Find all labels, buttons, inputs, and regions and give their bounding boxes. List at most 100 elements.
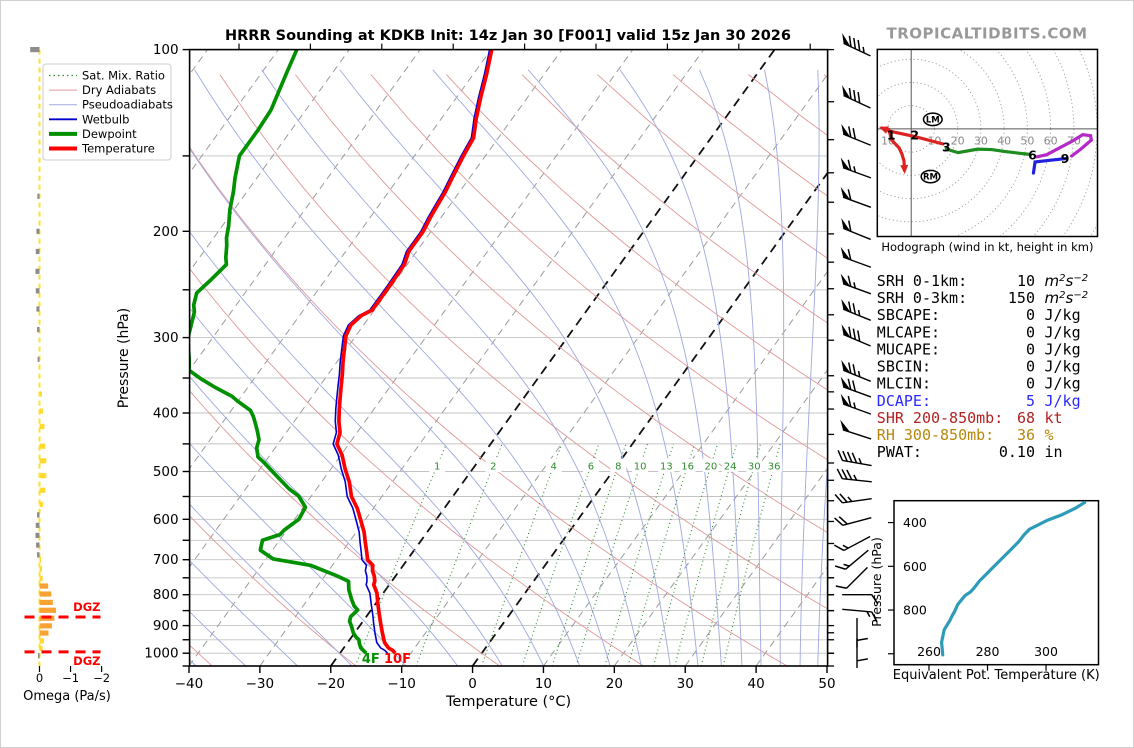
wind-barb-p160 xyxy=(840,157,872,179)
svg-text:0: 0 xyxy=(1026,340,1035,358)
svg-text:−2: −2 xyxy=(93,671,110,685)
wind-barb-p179 xyxy=(840,186,872,208)
svg-text:36: 36 xyxy=(1017,426,1035,444)
wind-barb-p850 xyxy=(842,608,878,622)
svg-text:300: 300 xyxy=(153,330,179,346)
svg-text:400: 400 xyxy=(903,515,927,530)
svg-text:−20: −20 xyxy=(317,676,346,692)
svg-text:J/kg: J/kg xyxy=(1045,306,1081,324)
legend-label-4: Dewpoint xyxy=(82,127,137,141)
profiles xyxy=(189,49,494,655)
svg-text:16: 16 xyxy=(681,462,694,473)
omega-bar xyxy=(39,501,43,508)
omega-bar xyxy=(35,532,40,538)
omega-bar xyxy=(39,473,47,479)
omega-bar xyxy=(37,327,40,333)
hodograph-km-3: 3 xyxy=(942,140,951,155)
svg-text:4: 4 xyxy=(550,462,556,473)
svg-text:40: 40 xyxy=(748,676,765,692)
theta-e-line xyxy=(939,500,1087,657)
omega-bar xyxy=(39,645,43,652)
svg-text:−1: −1 xyxy=(62,671,79,685)
svg-text:150: 150 xyxy=(1008,289,1035,307)
omega-bar xyxy=(39,408,43,414)
svg-text:40: 40 xyxy=(997,134,1011,147)
omega-bar xyxy=(39,566,42,572)
svg-text:800: 800 xyxy=(153,587,179,603)
svg-text:280: 280 xyxy=(976,644,1000,659)
omega-bar xyxy=(37,552,40,558)
wind-barb-p750 xyxy=(835,566,868,589)
svg-text:200: 200 xyxy=(153,224,179,240)
omega-bar xyxy=(35,248,40,255)
legend-label-5: Temperature xyxy=(81,142,155,156)
svg-text:SBCIN:: SBCIN: xyxy=(877,358,931,376)
legend-label-1: Dry Adiabats xyxy=(82,83,156,97)
dgz-label: DGZ xyxy=(73,654,100,668)
omega-bar xyxy=(39,575,43,582)
svg-text:30: 30 xyxy=(748,462,761,473)
pressure-axis: 100 200 300 400 500 600 700 800 900 1000 Pressure … xyxy=(116,42,190,667)
svg-text:1000: 1000 xyxy=(144,646,178,662)
wind-barb-p275 xyxy=(841,298,871,321)
wind-barbs xyxy=(827,32,879,669)
hodograph-km-6: 6 xyxy=(1028,147,1037,162)
wind-barb-p394 xyxy=(840,393,872,415)
stat-row-sbcin: SBCIN: 0 J/kg xyxy=(877,358,1081,376)
svg-text:300: 300 xyxy=(1034,644,1058,659)
omega-bar xyxy=(39,623,52,629)
hodograph-segment-1 xyxy=(944,147,1030,156)
wind-barb-p800 xyxy=(842,594,879,605)
stat-row-srh-0-1km: SRH 0-1km: 10 m2s−2 xyxy=(877,272,1088,290)
svg-text:−30: −30 xyxy=(246,676,275,692)
svg-text:600: 600 xyxy=(903,559,927,574)
svg-text:24: 24 xyxy=(724,462,737,473)
svg-text:1: 1 xyxy=(434,462,440,473)
wind-barb-p369 xyxy=(840,376,872,398)
svg-text:900: 900 xyxy=(153,618,179,634)
svg-text:0: 0 xyxy=(1026,323,1035,341)
skewt-frame xyxy=(188,43,829,667)
stat-row-mlcin: MLCIN: 0 J/kg xyxy=(877,375,1081,393)
omega-bar xyxy=(39,391,42,397)
wind-barb-p225 xyxy=(840,246,872,268)
omega-bar xyxy=(39,487,46,493)
legend-label-0: Sat. Mix. Ratio xyxy=(82,69,165,83)
omega-bar xyxy=(36,306,40,312)
hodograph-km-1: 1 xyxy=(887,128,896,143)
svg-text:0.10: 0.10 xyxy=(999,443,1035,461)
hodograph-marker-LM: LM xyxy=(926,116,940,126)
surface-temp-label: 10F xyxy=(384,652,411,667)
svg-text:800: 800 xyxy=(903,603,927,618)
omega-bar xyxy=(35,288,40,294)
omega-bar xyxy=(39,638,44,644)
stat-row-pwat: PWAT: 0.10 in xyxy=(877,443,1063,461)
svg-text:J/kg: J/kg xyxy=(1045,340,1081,358)
svg-text:SRH 0-1km:: SRH 0-1km: xyxy=(877,272,967,290)
omega-bar xyxy=(37,653,40,659)
svg-text:J/kg: J/kg xyxy=(1045,358,1081,376)
wind-barb-p141 xyxy=(841,123,871,146)
wind-barb-p1000 xyxy=(856,638,868,669)
svg-text:0: 0 xyxy=(1026,306,1035,324)
svg-text:10: 10 xyxy=(1017,272,1035,290)
skewt-background xyxy=(189,49,828,667)
omega-bar xyxy=(39,557,42,563)
stat-row-sbcape: SBCAPE: 0 J/kg xyxy=(877,306,1081,324)
svg-text:100: 100 xyxy=(153,42,179,58)
dgz-label: DGZ xyxy=(73,600,100,614)
svg-text:30: 30 xyxy=(974,134,988,147)
omega-bar xyxy=(30,47,40,53)
watermark: TROPICALTIDBITS.COM xyxy=(887,25,1088,43)
svg-text:%: % xyxy=(1045,426,1054,444)
wind-barb-p559 xyxy=(834,493,872,504)
svg-text:−40: −40 xyxy=(175,676,204,692)
svg-text:m2s−2: m2s−2 xyxy=(1045,272,1089,290)
hodograph-segment-2 xyxy=(1035,133,1094,159)
svg-text:500: 500 xyxy=(153,464,179,480)
stat-row-dcape: DCAPE: 5 J/kg xyxy=(877,392,1081,410)
omega-bar xyxy=(37,512,40,518)
svg-text:10: 10 xyxy=(535,676,552,692)
